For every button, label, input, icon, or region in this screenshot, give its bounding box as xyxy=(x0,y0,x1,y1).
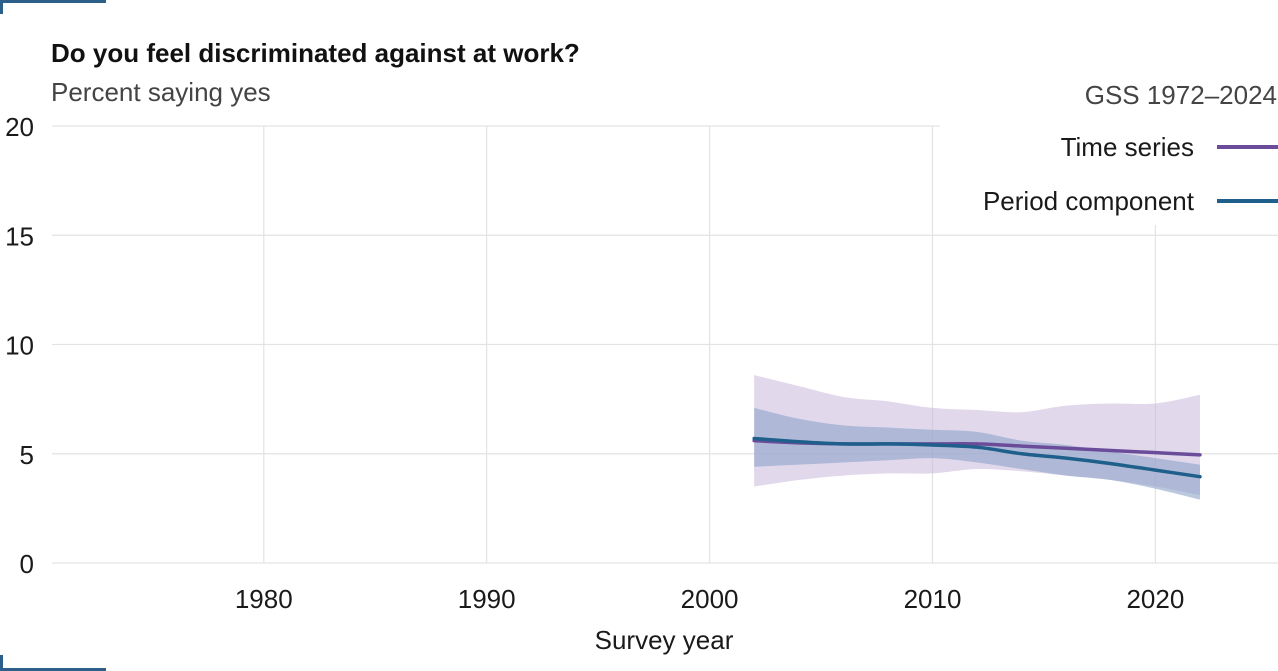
legend-label-period-component: Period component xyxy=(983,186,1195,216)
legend-title: GSS 1972–2024 xyxy=(1085,80,1277,110)
y-tick-label: 20 xyxy=(5,112,34,142)
corner-mark-top-h xyxy=(0,0,106,3)
y-tick-label: 0 xyxy=(20,549,34,579)
confidence-bands xyxy=(754,375,1200,500)
x-tick-label: 2020 xyxy=(1126,584,1184,614)
y-tick-label: 10 xyxy=(5,331,34,361)
y-tick-label: 15 xyxy=(5,221,34,251)
x-axis-label: Survey year xyxy=(595,625,734,655)
chart-title: Do you feel discriminated against at wor… xyxy=(51,38,580,68)
corner-mark-top-v xyxy=(0,0,3,14)
confidence-band-1 xyxy=(754,407,1200,500)
legend-label-time-series: Time series xyxy=(1061,132,1194,162)
x-tick-label: 2010 xyxy=(904,584,962,614)
x-tick-label: 1990 xyxy=(458,584,516,614)
chart-subtitle: Percent saying yes xyxy=(51,77,271,107)
x-tick-label: 2000 xyxy=(681,584,739,614)
y-tick-label: 5 xyxy=(20,440,34,470)
x-tick-label: 1980 xyxy=(235,584,293,614)
series-line-1 xyxy=(752,436,1202,479)
series-lines xyxy=(752,436,1202,479)
corner-mark-bottom-h xyxy=(0,668,106,671)
tick-labels: 0 5 10 15 20 1980 1990 2000 2010 2020 xyxy=(5,112,1184,614)
corner-mark-bottom-v xyxy=(0,655,3,671)
